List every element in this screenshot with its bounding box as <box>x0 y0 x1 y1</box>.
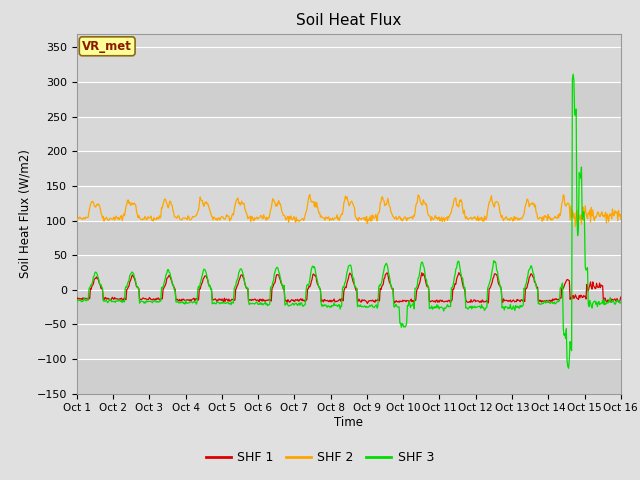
Bar <box>77 220 621 255</box>
Bar <box>77 151 621 186</box>
Bar <box>77 82 621 117</box>
Title: Soil Heat Flux: Soil Heat Flux <box>296 13 401 28</box>
Text: VR_met: VR_met <box>82 40 132 53</box>
X-axis label: Time: Time <box>334 416 364 429</box>
Bar <box>77 290 621 324</box>
Legend: SHF 1, SHF 2, SHF 3: SHF 1, SHF 2, SHF 3 <box>201 446 439 469</box>
Bar <box>77 359 621 394</box>
Y-axis label: Soil Heat Flux (W/m2): Soil Heat Flux (W/m2) <box>18 149 31 278</box>
